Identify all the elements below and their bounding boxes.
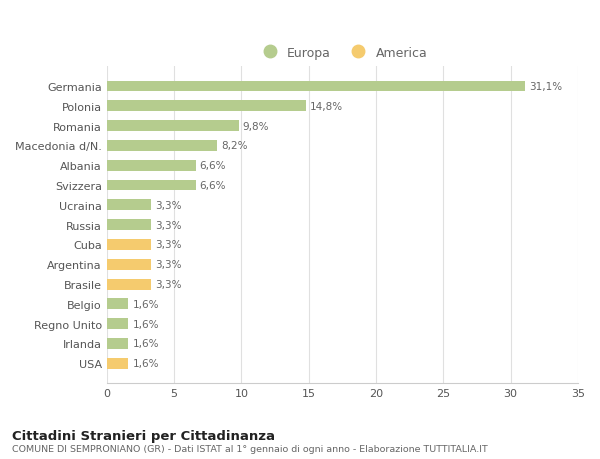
Text: 3,3%: 3,3% — [155, 240, 182, 250]
Text: 3,3%: 3,3% — [155, 260, 182, 270]
Text: 1,6%: 1,6% — [133, 358, 159, 369]
Bar — [107, 180, 196, 191]
Text: 3,3%: 3,3% — [155, 201, 182, 210]
Bar — [107, 161, 196, 171]
Bar — [107, 81, 526, 92]
Bar — [107, 141, 217, 151]
Text: 1,6%: 1,6% — [133, 319, 159, 329]
Text: 3,3%: 3,3% — [155, 280, 182, 290]
Text: 31,1%: 31,1% — [530, 82, 563, 92]
Text: 8,2%: 8,2% — [221, 141, 248, 151]
Bar — [107, 299, 128, 310]
Text: 3,3%: 3,3% — [155, 220, 182, 230]
Text: 9,8%: 9,8% — [243, 121, 269, 131]
Bar — [107, 279, 151, 290]
Bar — [107, 338, 128, 349]
Text: 1,6%: 1,6% — [133, 339, 159, 349]
Text: 1,6%: 1,6% — [133, 299, 159, 309]
Text: 6,6%: 6,6% — [200, 181, 226, 190]
Bar — [107, 101, 306, 112]
Text: Cittadini Stranieri per Cittadinanza: Cittadini Stranieri per Cittadinanza — [12, 429, 275, 442]
Bar — [107, 220, 151, 230]
Bar — [107, 319, 128, 330]
Text: COMUNE DI SEMPRONIANO (GR) - Dati ISTAT al 1° gennaio di ogni anno - Elaborazion: COMUNE DI SEMPRONIANO (GR) - Dati ISTAT … — [12, 444, 488, 453]
Text: 6,6%: 6,6% — [200, 161, 226, 171]
Bar — [107, 358, 128, 369]
Legend: Europa, America: Europa, America — [252, 42, 433, 65]
Bar — [107, 240, 151, 250]
Bar — [107, 121, 239, 132]
Bar — [107, 200, 151, 211]
Bar — [107, 259, 151, 270]
Text: 14,8%: 14,8% — [310, 101, 343, 112]
